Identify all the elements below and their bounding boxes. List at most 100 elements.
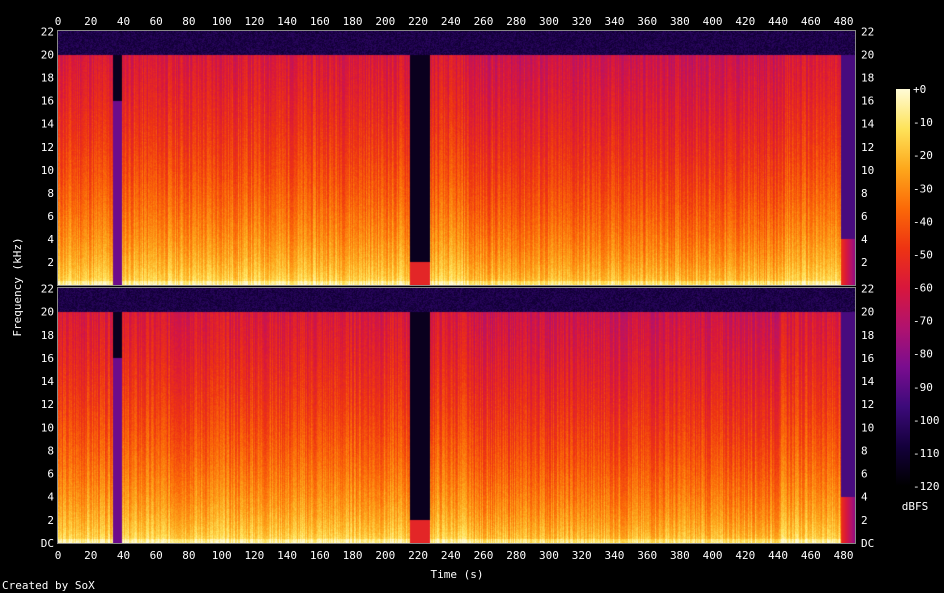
colorbar-tick-label: -30 [913,182,933,195]
y-tick-label-left: 12 [41,398,54,411]
x-tick-label-bottom: 120 [244,549,264,562]
x-tick-label-top: 220 [408,15,428,28]
colorbar-tick-label: -90 [913,381,933,394]
x-tick-label-top: 460 [801,15,821,28]
y-tick-label-right: 18 [861,329,874,342]
y-tick-label-left: 12 [41,141,54,154]
x-tick-label-top: 420 [735,15,755,28]
x-tick-label-bottom: 260 [474,549,494,562]
colorbar-tick-label: -20 [913,149,933,162]
x-tick-label-top: 240 [441,15,461,28]
x-tick-label-bottom: 160 [310,549,330,562]
x-tick-label-bottom: 340 [604,549,624,562]
y-tick-label-right: 16 [861,352,874,365]
y-tick-label-right: 12 [861,398,874,411]
x-tick-label-top: 180 [343,15,363,28]
x-tick-label-bottom: 240 [441,549,461,562]
colorbar-tick-label: -10 [913,116,933,129]
x-tick-label-bottom: 0 [55,549,62,562]
colorbar-tick-label: -100 [913,414,940,427]
x-tick-label-bottom: 460 [801,549,821,562]
x-tick-label-bottom: 440 [768,549,788,562]
y-tick-label-left: 20 [41,49,54,62]
y-tick-label-left: 18 [41,329,54,342]
y-tick-label-right: 20 [861,306,874,319]
x-tick-label-top: 200 [375,15,395,28]
x-tick-label-bottom: 140 [277,549,297,562]
colorbar-tick-label: -70 [913,315,933,328]
colorbar-ticks: +0 -10 -20 -30 -40 -50 -60 -70 -80 -90 -100 -110 -12… [913,83,940,493]
spectrogram-panels [57,30,856,544]
x-tick-label-bottom: 40 [117,549,130,562]
x-tick-label-top: 320 [572,15,592,28]
y-tick-label-right: 6 [861,468,868,481]
y-tick-label-right: 16 [861,95,874,108]
y-tick-label-left: 8 [47,187,54,200]
y-tick-label-right: 4 [861,491,868,504]
y-tick-label-left: 22 [41,283,54,296]
x-tick-label-top: 40 [117,15,130,28]
y-tick-label-right: 6 [861,210,868,223]
colorbar [896,89,910,486]
y-tick-label-right: DC [861,537,874,550]
spectrogram-channel-1 [58,31,855,285]
y-tick-label-left: 14 [41,118,55,131]
y-tick-label-right: 14 [861,375,875,388]
colorbar-tick-label: +0 [913,83,926,96]
x-tick-label-bottom: 380 [670,549,690,562]
x-tick-label-top: 20 [84,15,97,28]
y-tick-label-right: 10 [861,164,874,177]
x-tick-label-bottom: 480 [834,549,854,562]
x-tick-label-bottom: 200 [375,549,395,562]
x-tick-label-bottom: 220 [408,549,428,562]
y-tick-label-right: 8 [861,444,868,457]
x-tick-label-top: 260 [474,15,494,28]
x-tick-label-top: 0 [55,15,62,28]
colorbar-tick-label: -50 [913,248,933,261]
x-tick-label-top: 360 [637,15,657,28]
x-tick-label-top: 340 [604,15,624,28]
y-tick-label-right: 8 [861,187,868,200]
y-tick-label-left: 10 [41,164,54,177]
x-tick-label-top: 60 [150,15,163,28]
y-ticks: 2 2 4 4 6 6 8 8 10 10 12 12 14 14 16 16 18 18 20 20 22 22 DC DC… [41,26,875,550]
y-tick-label-right: 4 [861,233,868,246]
x-tick-label-top: 400 [703,15,723,28]
y-tick-label-left: 18 [41,72,54,85]
y-tick-label-left: 10 [41,421,54,434]
colorbar-label: dBFS [902,500,929,513]
x-tick-label-top: 160 [310,15,330,28]
y-tick-label-left: 4 [47,491,54,504]
x-tick-label-bottom: 300 [539,549,559,562]
colorbar-tick-label: -60 [913,282,933,295]
y-tick-label-left: 16 [41,95,54,108]
x-tick-label-top: 380 [670,15,690,28]
x-tick-label-top: 480 [834,15,854,28]
y-tick-label-left: 8 [47,444,54,457]
x-tick-label-bottom: 420 [735,549,755,562]
x-axis-label: Time (s) [431,568,484,581]
x-tick-label-top: 120 [244,15,264,28]
colorbar-tick-label: -110 [913,447,940,460]
x-tick-label-top: 280 [506,15,526,28]
y-tick-label-left: DC [41,537,54,550]
y-tick-label-right: 22 [861,26,874,39]
x-tick-label-bottom: 80 [182,549,195,562]
x-ticks-bottom: 0 20 40 60 80 100 120 140 160 180 200 220 240 260 280 3… [55,549,854,562]
y-tick-label-left: 20 [41,306,54,319]
y-tick-label-right: 12 [861,141,874,154]
y-tick-label-left: 22 [41,26,54,39]
y-tick-label-left: 6 [47,210,54,223]
x-tick-label-top: 440 [768,15,788,28]
y-tick-label-left: 14 [41,375,55,388]
y-tick-label-left: 4 [47,233,54,246]
x-tick-label-bottom: 400 [703,549,723,562]
colorbar-tick-label: -40 [913,215,933,228]
y-axis-label: Frequency (kHz) [11,237,24,336]
y-tick-label-right: 2 [861,514,868,527]
x-tick-label-top: 100 [212,15,232,28]
x-tick-label-bottom: 180 [343,549,363,562]
y-tick-label-right: 10 [861,421,874,434]
y-tick-label-right: 18 [861,72,874,85]
